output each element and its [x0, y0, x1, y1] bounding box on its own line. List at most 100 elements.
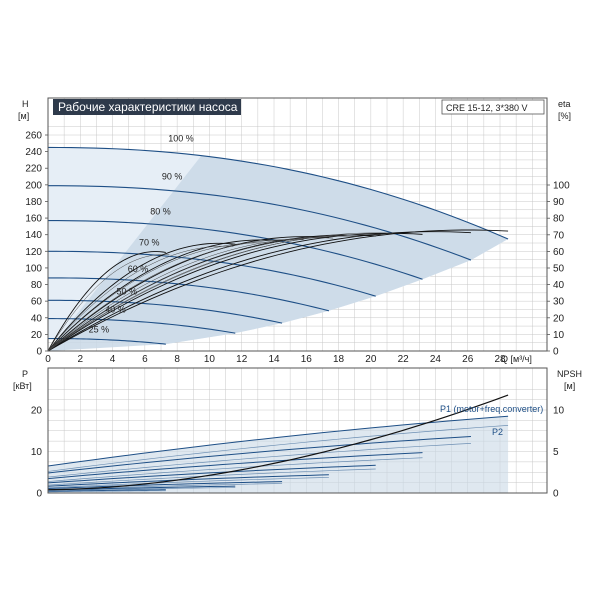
eta-curve-thin — [47, 245, 234, 352]
eta-tick-label: 0 — [553, 347, 559, 358]
eta-tick-label: 100 — [553, 181, 570, 192]
p-tick-label: 10 — [31, 447, 43, 458]
eta-tick-label: 40 — [553, 280, 565, 291]
eta-curve-thin — [47, 232, 394, 352]
eta-curve — [47, 242, 236, 352]
h-tick-label: 140 — [25, 230, 42, 241]
power-curve — [47, 435, 471, 474]
h-tick-label: 0 — [36, 347, 42, 358]
p2-label: P2 — [492, 427, 503, 437]
head-curve — [47, 185, 472, 261]
h-tick-label: 120 — [25, 247, 42, 258]
eta-tick-label: 50 — [553, 264, 565, 275]
q-tick-label: 12 — [236, 354, 248, 365]
head-curve — [47, 337, 166, 345]
eta-curve-thin — [47, 239, 304, 352]
q-tick-label: 10 — [204, 354, 216, 365]
h-tick-label: 240 — [25, 147, 42, 158]
power-curve-p2 — [47, 487, 236, 492]
power-curve-p2 — [47, 468, 376, 486]
p-tick-label: 20 — [31, 406, 43, 417]
eta-tick-label: 60 — [553, 247, 565, 258]
power-curve — [47, 481, 283, 490]
speed-label: 40 % — [105, 305, 126, 315]
operating-area — [48, 147, 509, 493]
eta-tick-label: 30 — [553, 297, 565, 308]
chart-title: Рабочие характеристики насоса — [58, 100, 238, 114]
h-tick-label: 100 — [25, 263, 42, 274]
h-tick-label: 180 — [25, 197, 42, 208]
q-tick-label: 26 — [462, 354, 474, 365]
npsh-axis-unit: [м] — [564, 381, 575, 391]
q-tick-label: 2 — [78, 354, 84, 365]
speed-label: 60 % — [128, 264, 149, 274]
power-curve-p2 — [47, 457, 423, 482]
power-area — [48, 416, 509, 493]
power-curve-p2 — [47, 490, 166, 493]
q-tick-label: 18 — [333, 354, 345, 365]
q-tick-label: 14 — [268, 354, 280, 365]
eta-axis-title: eta — [558, 99, 571, 109]
power-curve-p2 — [47, 477, 329, 489]
power-curve — [47, 415, 509, 467]
power-curve-p2 — [47, 425, 509, 472]
chart-title-bar — [53, 99, 241, 115]
h-tick-label: 80 — [31, 280, 43, 291]
model-box — [441, 99, 545, 115]
eta-tick-label: 10 — [553, 330, 565, 341]
npsh-tick-label: 0 — [553, 489, 559, 500]
npsh-axis-title: NPSH — [557, 369, 582, 379]
operating-area-dark — [48, 155, 509, 351]
q-tick-label: 24 — [430, 354, 442, 365]
power-curve-p2 — [47, 442, 471, 478]
eta-curve — [47, 231, 471, 352]
speed-label: 70 % — [139, 237, 160, 247]
eta-tick-label: 80 — [553, 214, 565, 225]
p-axis-unit: [кВт] — [13, 381, 32, 391]
head-curve — [47, 318, 236, 334]
npsh-tick-label: 10 — [553, 406, 565, 417]
h-tick-label: 260 — [25, 131, 42, 142]
h-tick-label: 200 — [25, 180, 42, 191]
h-axis-unit: [м] — [18, 111, 29, 121]
tick-labels: 0 2 4 6 8 10 12 14 16 18 20 22 24 26 28020406080100120… — [25, 131, 570, 500]
head-curve — [47, 146, 509, 240]
eta-curve-thin — [47, 242, 271, 352]
eta-curve — [47, 229, 509, 352]
eta-tick-label: 20 — [553, 313, 565, 324]
speed-label: 100 % — [168, 133, 194, 143]
npsh-tick-label: 5 — [553, 447, 559, 458]
speed-label: 50 % — [117, 286, 138, 296]
q-tick-label: 28 — [494, 354, 506, 365]
eta-curve — [47, 232, 423, 352]
eta-tick-label: 70 — [553, 230, 565, 241]
q-tick-label: 6 — [142, 354, 148, 365]
head-curve — [47, 299, 283, 324]
h-tick-label: 60 — [31, 297, 43, 308]
curves — [47, 146, 509, 493]
power-curve — [47, 474, 329, 487]
bottom-plot-frame — [47, 367, 548, 494]
q-tick-label: 16 — [301, 354, 313, 365]
power-curve — [47, 489, 166, 492]
head-curve — [47, 277, 330, 312]
eta-curve — [47, 239, 283, 352]
npsh-curve — [47, 394, 509, 491]
h-axis-title: H — [22, 99, 29, 109]
q-tick-label: 8 — [174, 354, 180, 365]
eta-curve-thin — [47, 234, 383, 352]
eta-curve — [47, 251, 166, 352]
eta-tick-label: 90 — [553, 197, 565, 208]
p-axis-title: P — [22, 369, 28, 379]
q-tick-label: 4 — [110, 354, 116, 365]
q-axis-label: Q [м³/ч] — [501, 354, 532, 364]
eta-axis-unit: [%] — [558, 111, 571, 121]
p-tick-label: 0 — [36, 489, 42, 500]
speed-label: 25 % — [89, 325, 110, 335]
h-tick-label: 160 — [25, 214, 42, 225]
speed-label: 80 % — [150, 207, 171, 217]
q-tick-label: 20 — [365, 354, 377, 365]
eta-curve — [47, 236, 329, 352]
h-tick-label: 40 — [31, 313, 43, 324]
